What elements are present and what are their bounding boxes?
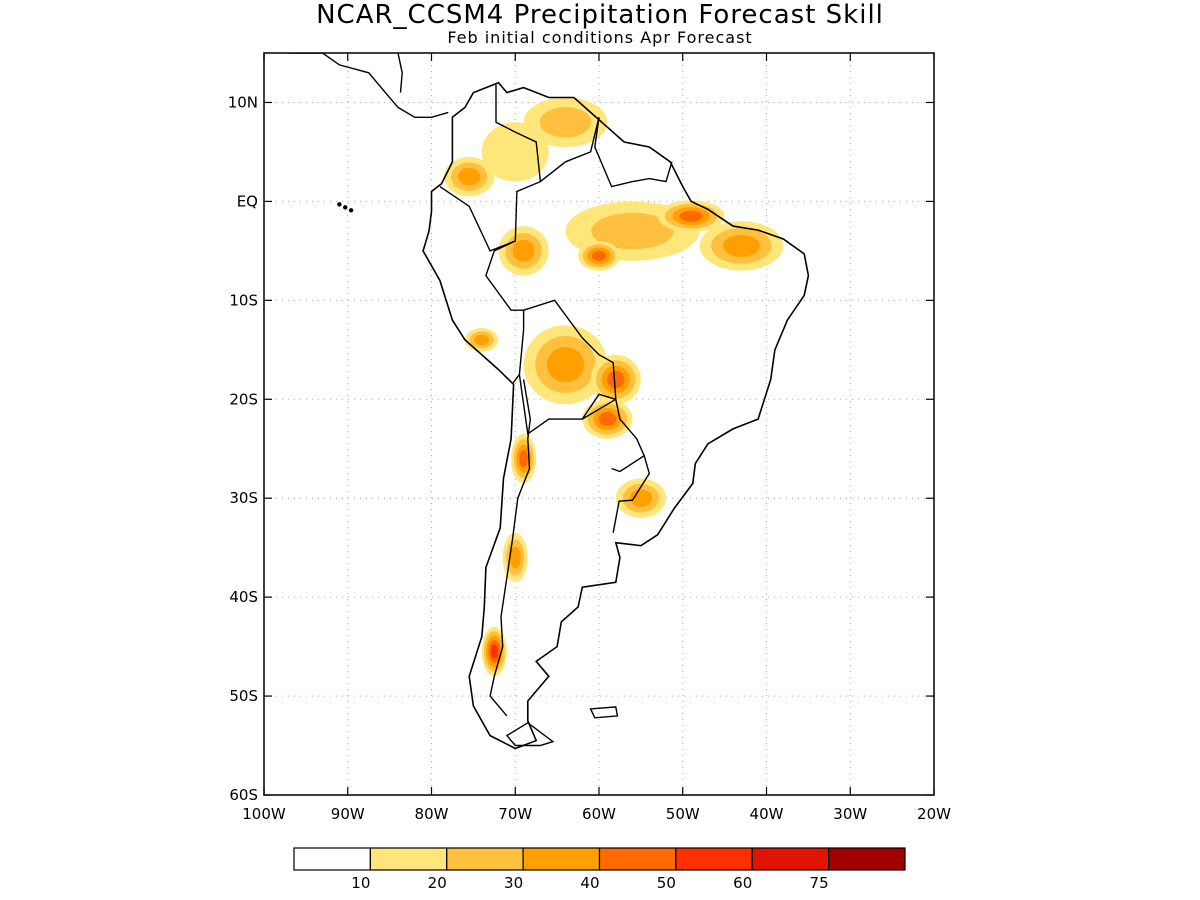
skill-region [444, 156, 495, 197]
colorbar-label: 75 [810, 874, 829, 892]
skill-region [590, 354, 641, 405]
skill-region [465, 328, 499, 352]
skill-region [481, 122, 549, 182]
colorbar-swatch [598, 847, 677, 871]
galapagos-island [343, 205, 348, 210]
skill-region [657, 200, 725, 233]
colorbar-swatch [293, 847, 371, 871]
skill-cell [546, 347, 585, 383]
central-america-coastline [289, 53, 449, 118]
country-border [489, 379, 532, 717]
skill-cell [679, 210, 703, 222]
coastlines [289, 53, 810, 750]
x-tick-label: 40W [750, 805, 784, 823]
x-tick-label: 80W [415, 805, 449, 823]
skill-cell [607, 370, 625, 389]
galapagos-island [348, 208, 354, 213]
country-border [439, 84, 542, 252]
map-title: NCAR_CCSM4 Precipitation Forecast Skill [316, 0, 884, 30]
colorbar-swatch [446, 847, 524, 871]
falklands-coastline [589, 706, 619, 719]
skill-region [498, 226, 549, 276]
skill-region [511, 433, 537, 484]
graticule [264, 53, 934, 795]
skill-region [615, 478, 666, 518]
y-tick-label: 50S [229, 687, 258, 705]
galapagos-island [337, 202, 342, 207]
colorbar: 10 20 30 40 50 60 75 [293, 847, 906, 892]
skill-cell [490, 644, 498, 659]
skill-cell [591, 212, 674, 250]
x-tick-label: 60W [582, 805, 616, 823]
colorbar-swatch [751, 847, 830, 871]
central-america-coastline [356, 53, 403, 93]
skill-region [582, 399, 633, 439]
x-tick-label: 50W [666, 805, 700, 823]
x-tick-label: 30W [833, 805, 867, 823]
colorbar-swatch [522, 847, 601, 871]
skill-region [523, 325, 608, 405]
skill-cell [458, 167, 481, 186]
x-tick-label: 20W [917, 805, 951, 823]
y-tick-label: 60S [229, 786, 258, 804]
skill-cell [598, 412, 617, 426]
x-tick-label: 100W [242, 805, 286, 823]
skill-cell [512, 239, 535, 262]
country-border [485, 240, 525, 384]
south-america-coastline [422, 81, 810, 750]
skill-region [578, 240, 620, 271]
colorbar-label: 60 [733, 874, 752, 892]
x-tick-label: 70W [498, 805, 532, 823]
y-tick-label: 20S [229, 390, 258, 408]
skill-region [699, 221, 784, 271]
colorbar-swatch [675, 847, 753, 871]
skill-field [444, 97, 784, 677]
country-border [539, 117, 600, 183]
x-tick-label: 90W [331, 805, 365, 823]
y-tick-label: 30S [229, 489, 258, 507]
colorbar-label: 20 [428, 874, 447, 892]
colorbar-label: 30 [504, 874, 523, 892]
skill-region [502, 532, 528, 583]
y-tick-label: 10S [229, 291, 258, 309]
colorbar-swatch [369, 847, 448, 871]
skill-cell [629, 489, 653, 507]
y-tick-label: 10N [228, 93, 258, 111]
skill-cell [509, 546, 521, 569]
tierra-del-fuego-coastline [505, 721, 555, 747]
skill-region [523, 97, 608, 147]
country-border [594, 117, 673, 188]
y-tick-label: EQ [237, 192, 258, 210]
skill-region [481, 626, 507, 677]
axes: 100W 90W 80W 70W 60W 50W 40W 30W 20W 10N EQ 10S 20S 3… [228, 53, 951, 823]
map-subtitle: Feb initial conditions Apr Forecast [447, 28, 753, 47]
colorbar-label: 50 [657, 874, 676, 892]
colorbar-label: 40 [580, 874, 599, 892]
skill-cell [474, 334, 490, 346]
skill-cell [722, 234, 760, 257]
skill-cell [539, 107, 592, 138]
country-border [581, 393, 646, 473]
skill-cell [519, 450, 528, 468]
country-border [518, 299, 617, 436]
colorbar-swatch [828, 847, 906, 871]
skill-cell [591, 250, 607, 261]
country-border [612, 455, 651, 533]
colorbar-label: 10 [351, 874, 370, 892]
skill-cell [481, 122, 549, 182]
y-tick-label: 40S [229, 588, 258, 606]
